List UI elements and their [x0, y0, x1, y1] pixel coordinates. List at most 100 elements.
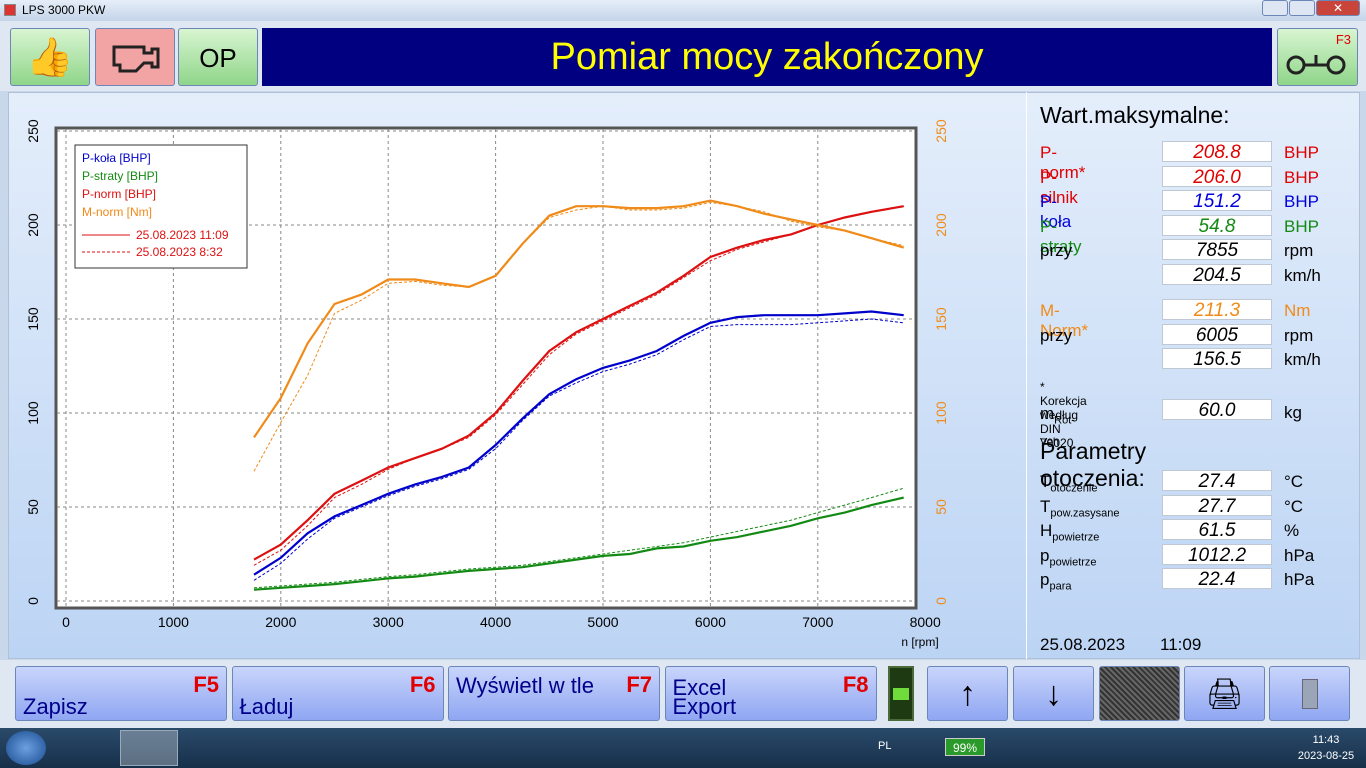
ok-button[interactable]: 👍 — [10, 28, 90, 86]
x-tick-label: 4000 — [480, 614, 511, 630]
legend: P-koła [BHP] P-straty [BHP] P-norm [BHP] M-… — [74, 144, 248, 269]
env-label: Totoczenie — [1040, 472, 1098, 495]
button-label: Zapisz — [23, 694, 88, 719]
f3-icon — [1286, 55, 1346, 75]
series-line — [253, 496, 904, 591]
row-label: P-norm* — [1040, 143, 1086, 182]
row-value: 151.2 — [1162, 190, 1272, 212]
series-line — [253, 201, 904, 472]
function-button[interactable]: Wyświetl w tle F7 — [448, 666, 660, 721]
panel-title: Wart.maksymalne: — [1040, 102, 1230, 128]
mass-value: 60.0 — [1162, 399, 1272, 421]
series-line — [253, 487, 904, 589]
row-value: 211.3 — [1162, 299, 1272, 321]
env-label: Hpowietrze — [1040, 521, 1100, 544]
button-key: F6 — [409, 672, 436, 697]
print-button[interactable]: 🖨 — [1184, 666, 1265, 721]
row-label: P-silnik — [1040, 168, 1078, 207]
y-tick-label: 150 — [25, 307, 41, 331]
row-unit: BHP — [1284, 143, 1319, 162]
x-tick-label: 1000 — [158, 614, 189, 630]
env-sub: para — [1049, 580, 1072, 593]
y-tick-label: 50 — [25, 499, 41, 515]
row-value: 54.8 — [1162, 215, 1272, 237]
x-tick-label: 7000 — [802, 614, 833, 630]
language: PL — [878, 740, 892, 752]
up-button[interactable]: ↑ — [927, 666, 1008, 721]
env-sub: powietrze — [1049, 555, 1097, 568]
row-unit: BHP — [1284, 217, 1319, 236]
start-button[interactable] — [6, 731, 46, 765]
env-value: 1012.2 — [1162, 543, 1272, 566]
bottom-bar: ↑ ↓ 🖨 Zapisz F5 Ładuj F6 Wyświetl w tle F7 Exc… — [0, 660, 1366, 728]
x-tick-label: 6000 — [695, 614, 726, 630]
legend-run: 25.08.2023 8:32 — [136, 245, 223, 259]
env-unit: °C — [1284, 472, 1304, 491]
engine-icon — [112, 45, 160, 73]
app-icon — [4, 4, 16, 16]
mass-unit: kg — [1284, 403, 1302, 422]
row-value: 6005 — [1162, 324, 1272, 346]
row-unit: rpm — [1284, 241, 1314, 260]
date: 25.08.2023 — [1040, 635, 1126, 654]
function-button[interactable]: Excel Export F8 — [664, 666, 877, 721]
env-unit: hPa — [1284, 570, 1315, 589]
env-sub: powietrze — [1052, 531, 1100, 544]
row-unit: BHP — [1284, 168, 1319, 187]
env-value: 27.4 — [1162, 470, 1272, 492]
button-label: Excel Export — [672, 675, 737, 719]
window-title: LPS 3000 PKW — [22, 3, 106, 17]
row-label: P-straty — [1040, 217, 1082, 256]
y-tick-label: 200 — [25, 213, 41, 237]
y2-tick-label: 200 — [933, 213, 949, 237]
button-key: F7 — [626, 672, 652, 697]
engine-button[interactable] — [95, 28, 175, 86]
legend-box — [74, 144, 248, 269]
minimize[interactable] — [1262, 0, 1288, 16]
row-label: M-Norm* — [1040, 301, 1089, 340]
note: * Korekcja według DIN 70020 — [1040, 380, 1087, 450]
legend-run: 25.08.2023 11:09 — [136, 228, 229, 242]
maximize[interactable] — [1289, 0, 1315, 16]
legend-entry: P-straty [BHP] — [82, 169, 158, 183]
exit-button[interactable] — [1269, 666, 1350, 721]
env-value: 27.7 — [1162, 494, 1272, 517]
help-button[interactable] — [1099, 666, 1180, 721]
y2-tick-label: 50 — [933, 499, 949, 515]
function-button[interactable]: Zapisz F5 — [15, 666, 227, 721]
x-tick-label: 2000 — [265, 614, 296, 630]
x-tick-label: 3000 — [373, 614, 404, 630]
row-value: 156.5 — [1162, 348, 1272, 370]
function-button[interactable]: Ładuj F6 — [231, 666, 444, 721]
task-lps[interactable] — [120, 730, 178, 766]
y-tick-label: 250 — [25, 119, 41, 143]
y2-tick-label: 150 — [933, 307, 949, 331]
row-value: 7855 — [1162, 239, 1272, 261]
x-tick-label: 0 — [62, 614, 70, 630]
down-button[interactable]: ↓ — [1013, 666, 1094, 721]
row-label: przy — [1040, 241, 1073, 260]
f3-button[interactable]: F3 — [1277, 28, 1358, 86]
button-label: Ładuj — [239, 694, 294, 719]
op-button[interactable]: OP — [178, 28, 258, 86]
row-unit: Nm — [1284, 301, 1311, 320]
y2-tick-label: 100 — [933, 401, 949, 425]
row-value: 204.5 — [1162, 264, 1272, 286]
status-banner: Pomiar mocy zakończony — [262, 28, 1272, 86]
env-label: ppowietrze — [1040, 545, 1097, 568]
row-value: 206.0 — [1162, 166, 1272, 188]
button-key: F5 — [193, 672, 219, 697]
series-line — [253, 318, 904, 581]
env-sub: pow.zasysane — [1050, 506, 1120, 519]
f3-key: F3 — [1335, 32, 1351, 47]
row-unit: km/h — [1284, 266, 1321, 285]
clock-date: 2023-08-25 — [1297, 750, 1355, 762]
row-label: przy — [1040, 326, 1073, 345]
separator — [1026, 92, 1027, 659]
close[interactable]: ✕ — [1316, 0, 1360, 16]
button-key: F8 — [842, 672, 869, 697]
x-axis-label: n [rpm] — [901, 635, 938, 649]
row-label: P-koła — [1040, 192, 1072, 231]
battery: 99% — [945, 738, 985, 756]
env-unit: % — [1284, 521, 1300, 540]
